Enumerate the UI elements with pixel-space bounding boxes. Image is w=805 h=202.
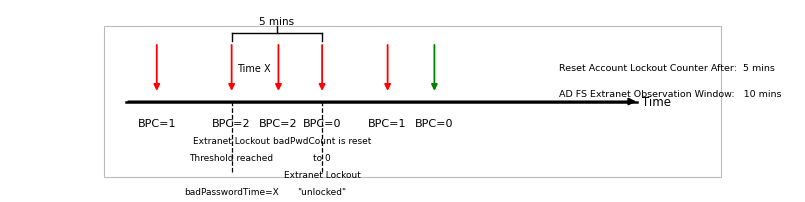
Text: Extranet Lockout: Extranet Lockout: [283, 170, 361, 179]
Text: 5 mins: 5 mins: [259, 17, 295, 27]
Text: badPwdCount is reset: badPwdCount is reset: [273, 136, 371, 145]
Text: Threshold reached: Threshold reached: [189, 153, 274, 162]
Text: BPC=1: BPC=1: [369, 119, 407, 129]
Text: BPC=0: BPC=0: [303, 119, 341, 129]
Text: badPasswordTime=X: badPasswordTime=X: [184, 187, 279, 197]
Text: BPC=2: BPC=2: [259, 119, 298, 129]
Text: BPC=0: BPC=0: [415, 119, 454, 129]
Text: Time X: Time X: [237, 64, 270, 74]
Text: Time: Time: [642, 96, 671, 108]
Text: BPC=2: BPC=2: [213, 119, 251, 129]
Text: "unlocked": "unlocked": [298, 187, 347, 197]
Text: Extranet Lockout: Extranet Lockout: [193, 136, 270, 145]
Text: to 0: to 0: [313, 153, 331, 162]
Text: Reset Account Lockout Counter After:  5 mins: Reset Account Lockout Counter After: 5 m…: [559, 63, 775, 72]
Text: AD FS Extranet Observation Window:   10 mins: AD FS Extranet Observation Window: 10 mi…: [559, 90, 782, 99]
Text: BPC=1: BPC=1: [138, 119, 176, 129]
